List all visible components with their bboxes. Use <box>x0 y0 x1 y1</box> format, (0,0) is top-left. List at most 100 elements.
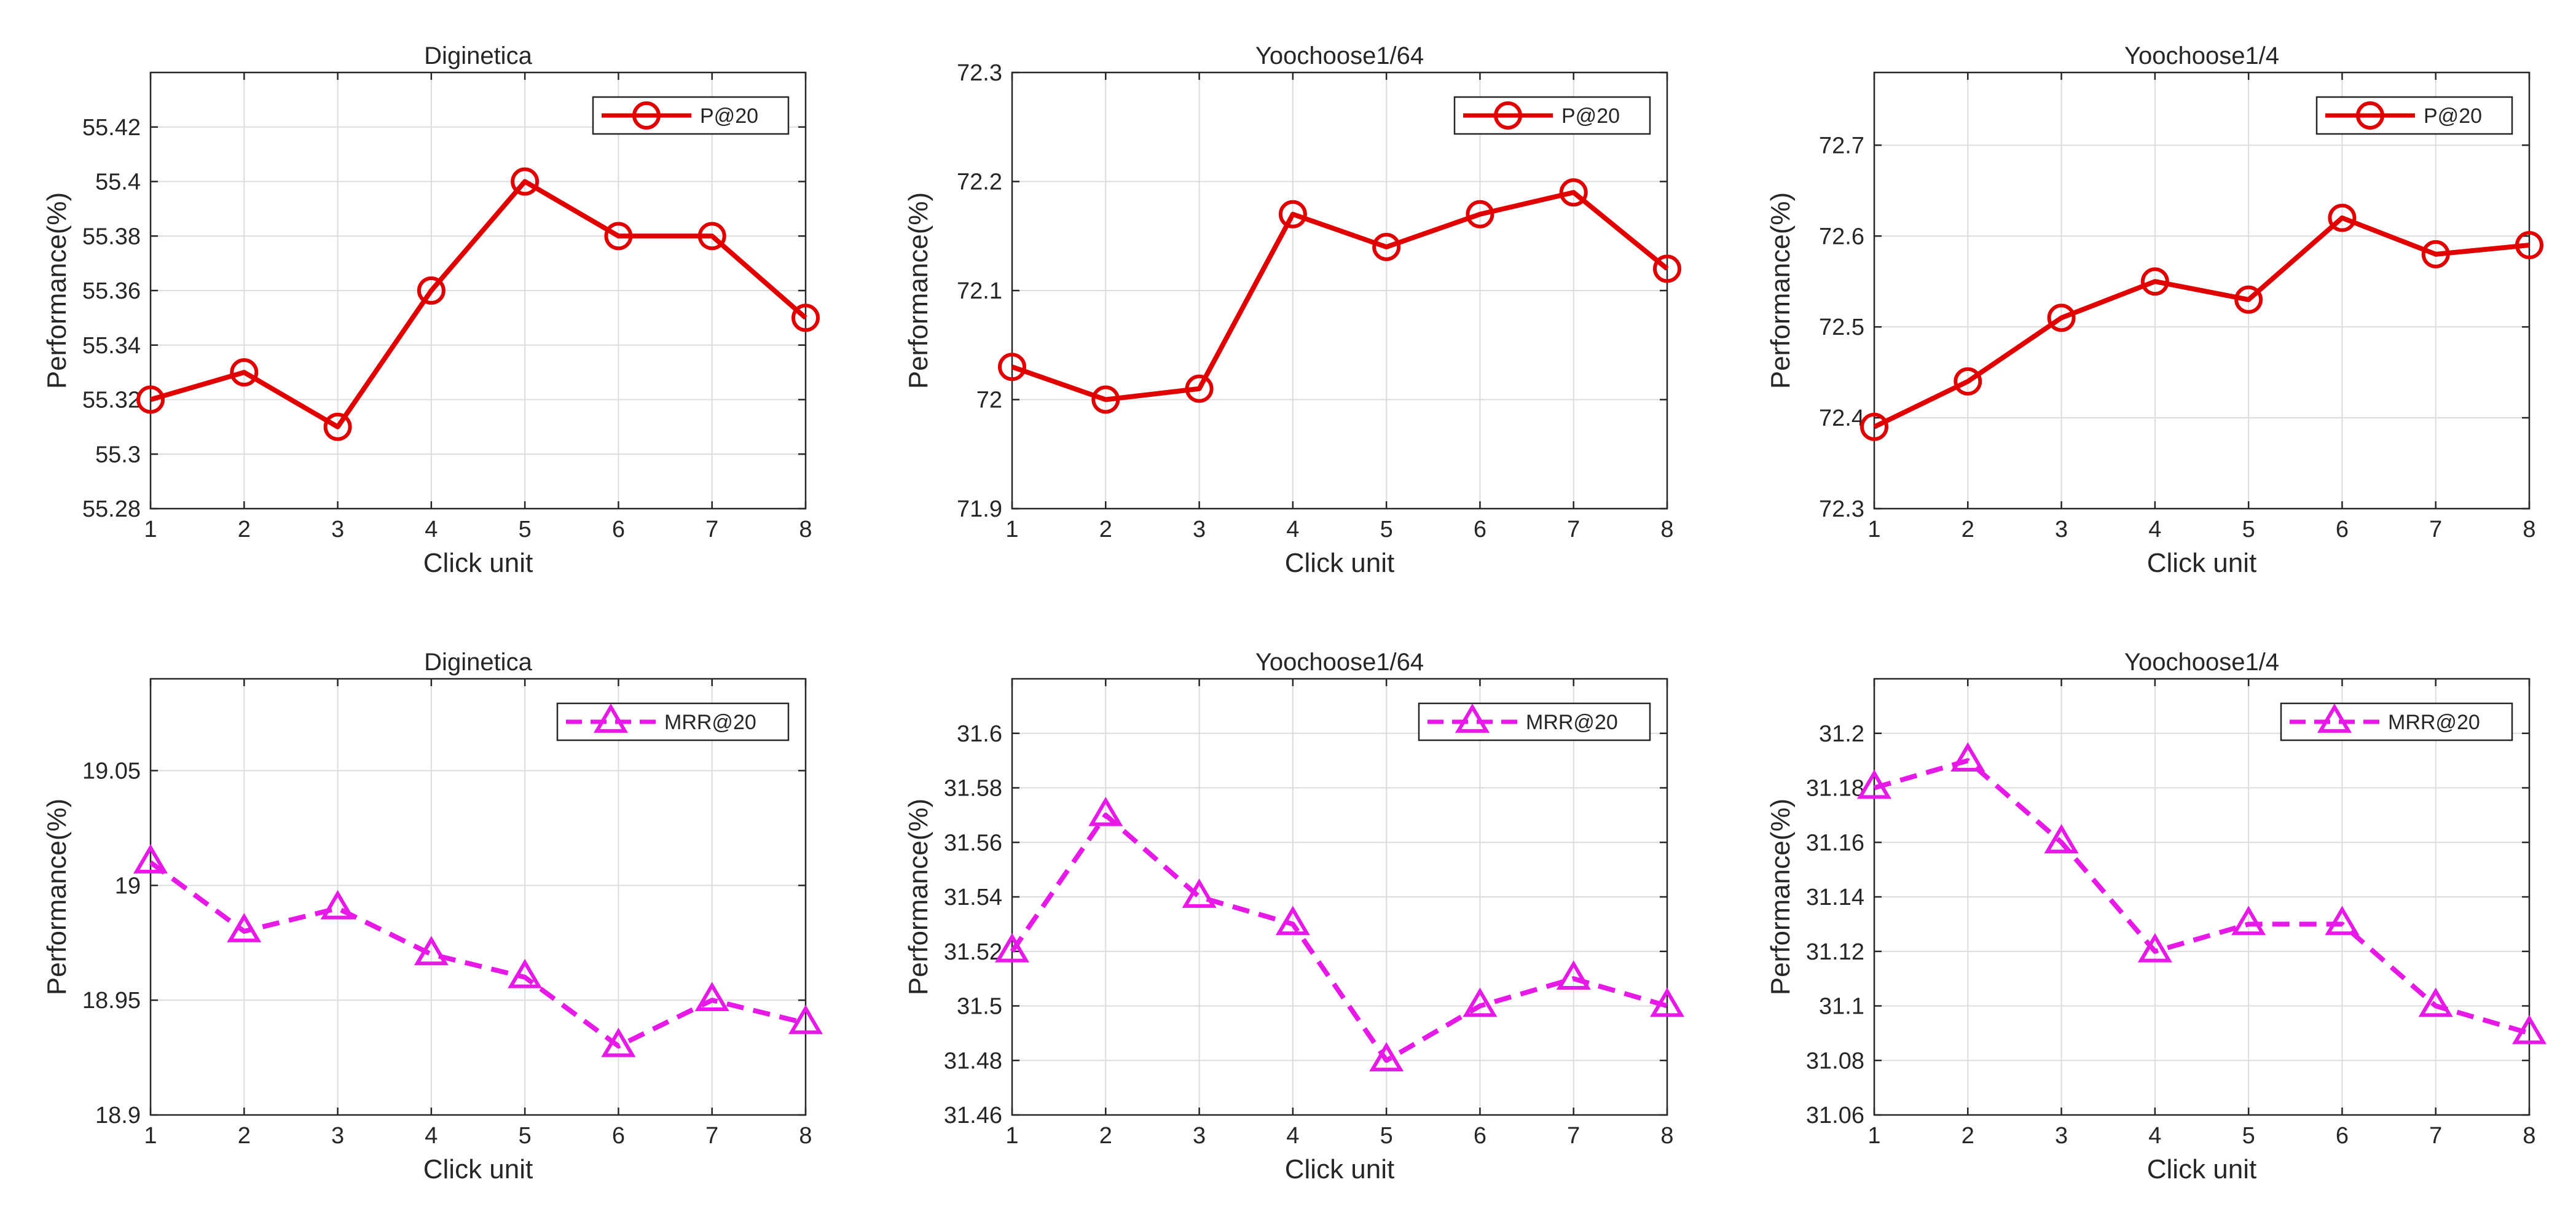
legend-label: MRR@20 <box>2388 711 2480 734</box>
y-tick-label: 19 <box>115 873 141 899</box>
data-point-marker <box>133 844 168 874</box>
data-point-marker <box>1950 742 1985 772</box>
legend: P@20 <box>1453 96 1651 135</box>
y-tick-label: 18.95 <box>82 988 141 1014</box>
legend-marker <box>1455 703 1490 733</box>
x-tick-label: 1 <box>1005 1123 1018 1149</box>
data-point-marker <box>2044 824 2079 854</box>
x-tick-label: 2 <box>238 517 251 542</box>
y-tick-label: 31.2 <box>1819 721 1864 747</box>
x-tick-label: 7 <box>2429 517 2442 542</box>
y-tick-label: 71.9 <box>957 496 1002 522</box>
x-tick-label: 3 <box>1193 517 1206 542</box>
x-axis-label: Click unit <box>2147 1154 2257 1184</box>
x-tick-label: 7 <box>705 1123 718 1149</box>
data-point-marker <box>2137 933 2172 963</box>
y-axis-label: Performance(%) <box>903 192 933 389</box>
data-point-marker <box>508 958 543 988</box>
y-axis-label: Performance(%) <box>1765 799 1796 995</box>
data-point-marker <box>2511 1014 2547 1044</box>
x-tick-label: 1 <box>144 517 157 542</box>
data-point-marker <box>1653 254 1681 283</box>
y-axis-label: Performance(%) <box>903 799 933 995</box>
x-tick-label: 5 <box>2242 517 2255 542</box>
data-point-marker <box>1856 769 1892 799</box>
chart-title: Yoochoose1/4 <box>2124 42 2279 69</box>
x-tick-label: 3 <box>2055 1123 2068 1149</box>
legend-marker <box>2356 101 2384 130</box>
chart-panel-1: 1 2 3 4 5 6 7 8 55.28 55.3 55.32 55.34 55.36 55.38 55.… <box>42 42 820 578</box>
y-tick-label: 31.56 <box>944 830 1002 856</box>
data-point-marker <box>694 982 729 1012</box>
x-tick-label: 6 <box>2336 1123 2349 1149</box>
chart-title: Yoochoose1/64 <box>1255 649 1424 676</box>
y-tick-label: 31.14 <box>1806 885 1864 910</box>
x-tick-label: 6 <box>2336 517 2349 542</box>
series-mrr-20 <box>994 796 1685 1072</box>
x-tick-label: 5 <box>519 517 532 542</box>
data-point-marker <box>2231 905 2266 936</box>
x-tick-label: 6 <box>612 1123 625 1149</box>
data-point-marker <box>1275 905 1310 936</box>
y-tick-label: 31.48 <box>944 1048 1002 1074</box>
legend: P@20 <box>2315 96 2513 135</box>
y-tick-label: 31.08 <box>1806 1048 1864 1074</box>
x-tick-label: 4 <box>2148 517 2161 542</box>
x-tick-label: 5 <box>2242 1123 2255 1149</box>
x-tick-label: 2 <box>238 1123 251 1149</box>
y-tick-label: 31.12 <box>1806 939 1864 965</box>
data-point-marker <box>1182 878 1217 908</box>
y-tick-label: 31.16 <box>1806 830 1864 856</box>
data-point-marker <box>1860 412 1888 441</box>
legend-box <box>2280 702 2513 741</box>
axes-box <box>149 678 807 1116</box>
y-tick-label: 55.34 <box>82 333 141 359</box>
chart-title: Yoochoose1/4 <box>2124 649 2279 676</box>
data-point-marker <box>791 303 820 332</box>
chart-panel-3: 1 2 3 4 5 6 7 8 72.3 72.4 72.5 72.6 72.7 Yoochoose1/4… <box>1765 42 2543 578</box>
data-point-marker <box>788 1004 823 1034</box>
x-tick-label: 4 <box>425 517 438 542</box>
y-tick-label: 55.42 <box>82 115 141 141</box>
data-point-marker <box>2421 240 2450 268</box>
x-tick-label: 8 <box>799 517 812 542</box>
x-tick-label: 7 <box>705 517 718 542</box>
data-point-marker <box>2515 231 2543 260</box>
chart-title: Diginetica <box>424 42 532 69</box>
data-point-marker <box>1091 385 1120 414</box>
series-line <box>149 179 807 429</box>
data-point-marker <box>1369 1042 1404 1072</box>
chart-title: Diginetica <box>424 649 532 676</box>
x-tick-label: 5 <box>1380 1123 1393 1149</box>
x-tick-label: 8 <box>799 1123 812 1149</box>
series-p-20 <box>998 178 1681 414</box>
x-tick-label: 6 <box>1474 517 1486 542</box>
data-point-marker <box>414 936 449 966</box>
data-point-marker <box>1463 987 1498 1017</box>
legend: MRR@20 <box>2280 702 2513 741</box>
data-point-marker <box>1278 200 1307 229</box>
data-point-marker <box>2140 267 2169 296</box>
y-tick-label: 72.4 <box>1819 405 1864 431</box>
data-point-marker <box>320 890 355 920</box>
y-tick-label: 31.58 <box>944 776 1002 802</box>
series-line <box>1873 758 2531 1036</box>
legend-marker <box>593 703 629 733</box>
data-point-marker <box>1649 987 1685 1017</box>
chart-panel-2: 1 2 3 4 5 6 7 8 71.9 72 72.1 72.2 72.3 Yoochoose1/64 C… <box>903 42 1681 578</box>
data-point-marker <box>227 913 262 942</box>
x-tick-label: 8 <box>2523 517 2535 542</box>
x-tick-label: 8 <box>2523 1123 2535 1149</box>
y-tick-label: 31.1 <box>1819 994 1864 1020</box>
data-point-marker <box>1466 200 1494 229</box>
y-tick-label: 31.18 <box>1806 776 1864 802</box>
data-point-marker <box>998 353 1026 381</box>
x-axis-label: Click unit <box>423 548 533 578</box>
x-tick-label: 2 <box>1099 517 1112 542</box>
data-point-marker <box>2328 203 2357 232</box>
x-tick-label: 2 <box>1099 1123 1112 1149</box>
y-tick-label: 72.1 <box>957 278 1002 304</box>
data-point-marker <box>2234 285 2263 314</box>
y-tick-label: 31.52 <box>944 939 1002 965</box>
